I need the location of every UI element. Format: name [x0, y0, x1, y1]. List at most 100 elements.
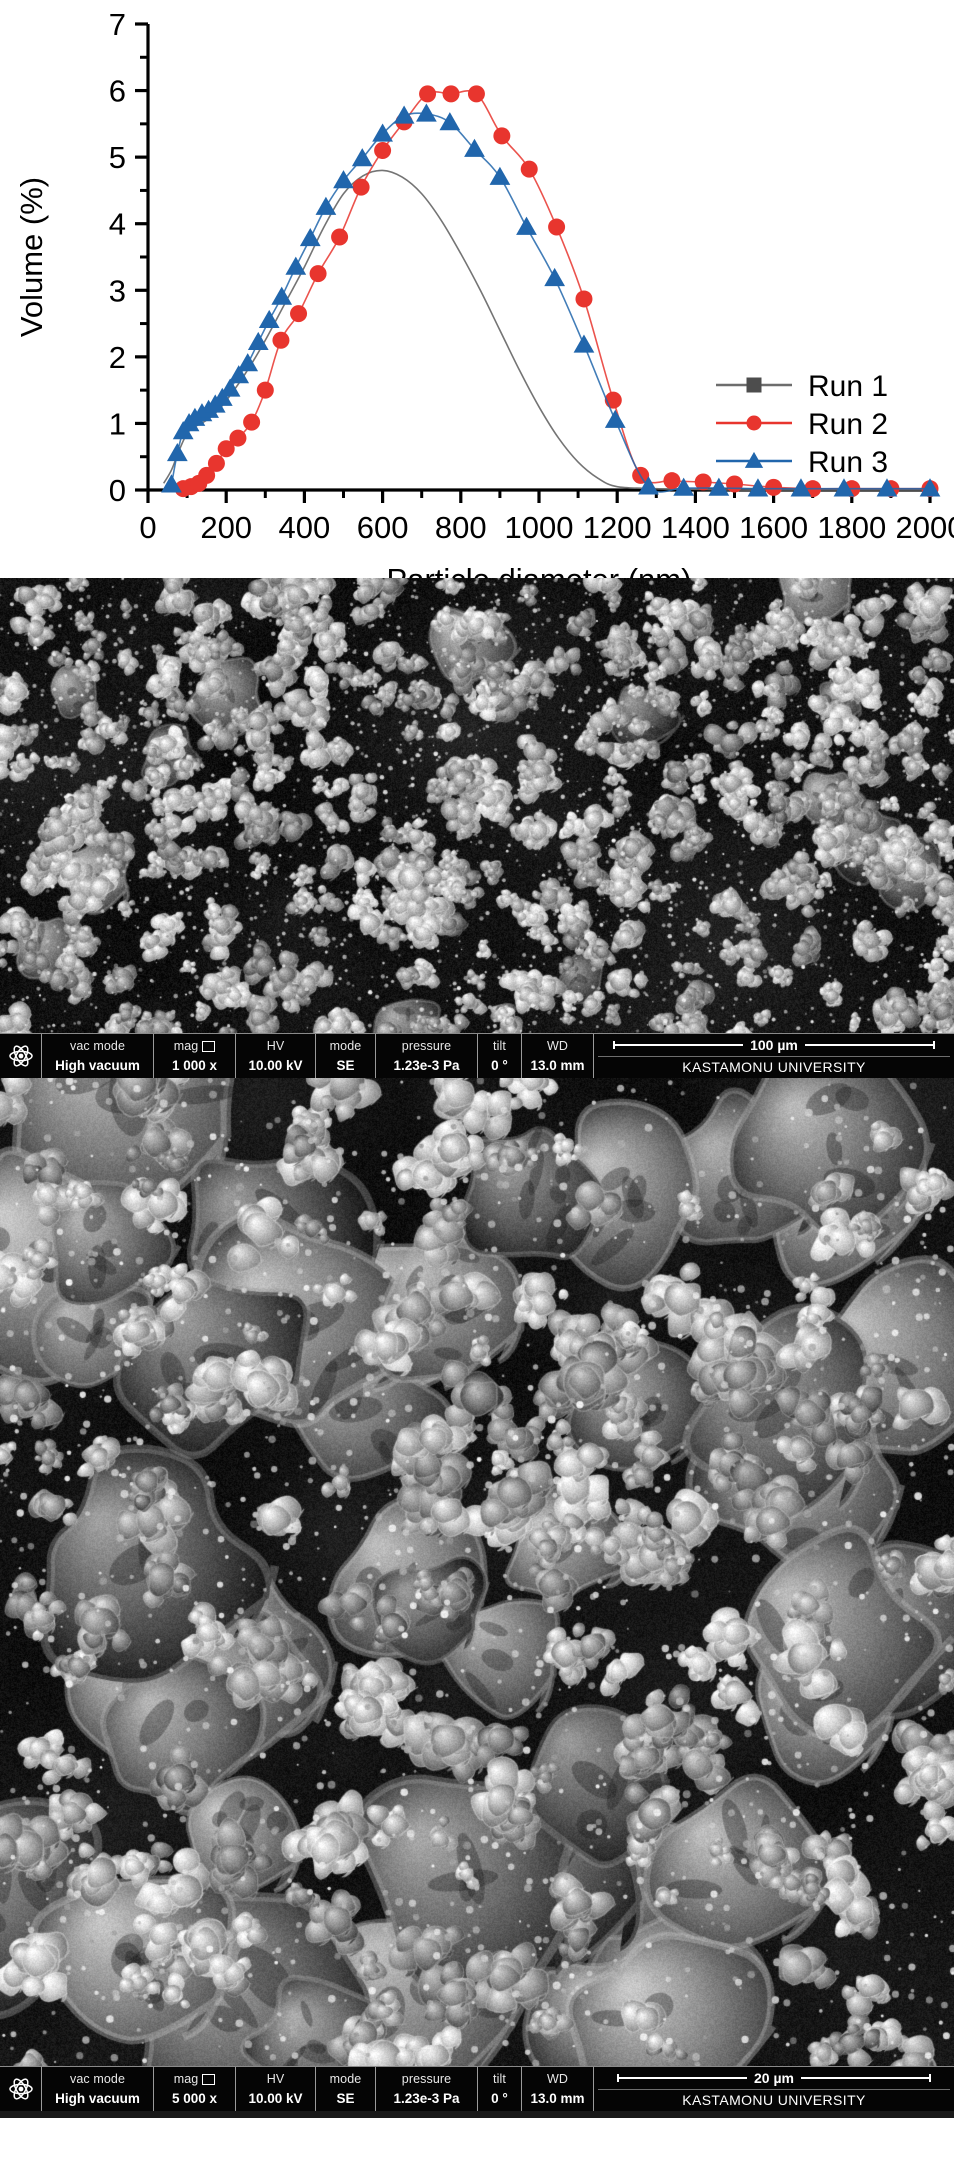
data-point-marker: [765, 478, 783, 496]
mode-header: mode: [329, 1038, 362, 1053]
vac-mode-value: High vacuum: [55, 2090, 140, 2106]
data-point-marker: [161, 474, 182, 493]
data-point-marker: [315, 196, 337, 215]
info-cell-vac-mode: vac mode High vacuum: [42, 1034, 154, 1078]
atom-icon: [0, 2067, 42, 2111]
data-point-marker: [726, 475, 743, 493]
hv-value: 10.00 kV: [248, 2090, 303, 2106]
data-point-marker: [663, 472, 681, 490]
mode-header: mode: [329, 2071, 362, 2086]
sem-micrograph-1000x: [0, 578, 954, 1033]
data-point-marker: [229, 429, 247, 447]
x-tick-label: 200: [200, 510, 252, 545]
info-cell-pressure: pressure 1.23e-3 Pa: [376, 1034, 478, 1078]
data-point-marker: [746, 377, 762, 393]
scalebar-line-left: [617, 2074, 747, 2082]
sem-info-bar-5000x: vac mode High vacuum mag 5 000 x HV 10.0…: [0, 2066, 954, 2111]
mag-box-icon: [202, 1040, 216, 1052]
data-point-marker: [673, 477, 695, 496]
data-point-marker: [333, 170, 354, 189]
pressure-value: 1.23e-3 Pa: [393, 1057, 460, 1073]
x-tick-label: 1400: [661, 510, 730, 545]
mode-value: SE: [336, 1057, 355, 1073]
pressure-header: pressure: [401, 2071, 452, 2086]
data-point-marker: [272, 331, 290, 349]
sem-micrograph-5000x: [0, 1078, 954, 2066]
pressure-header: pressure: [401, 1038, 452, 1053]
info-cell-vac-mode: vac mode High vacuum: [42, 2067, 154, 2111]
y-tick-label: 5: [109, 140, 126, 175]
data-point-marker: [573, 334, 595, 353]
x-tick-label: 2000: [896, 510, 954, 545]
data-point-marker: [790, 478, 812, 497]
x-tick-label: 1600: [739, 510, 808, 545]
data-point-marker: [219, 378, 241, 397]
y-tick-label: 6: [109, 74, 126, 109]
hv-header: HV: [266, 2071, 285, 2086]
data-point-marker: [290, 305, 308, 323]
data-point-marker: [256, 381, 274, 399]
data-point-marker: [198, 466, 216, 484]
info-cell-wd: WD 13.0 mm: [522, 1034, 594, 1078]
scalebar-label: 20 µm: [754, 2070, 794, 2086]
wd-header: WD: [546, 2071, 569, 2086]
data-point-marker: [419, 85, 437, 103]
series-line: [162, 169, 930, 491]
scalebar-line-right: [804, 1041, 935, 1049]
vac-mode-header: vac mode: [70, 2071, 125, 2086]
tilt-value: 0 °: [491, 2090, 508, 2106]
sem-image-1000x: vac mode High vacuum mag 1 000 x HV 10.0…: [0, 578, 954, 1078]
legend-item-run-3: Run 3: [716, 446, 888, 479]
data-point-marker: [604, 409, 626, 428]
x-tick-label: 1800: [817, 510, 886, 545]
y-tick-label: 2: [109, 340, 126, 375]
series-run-1: [162, 169, 930, 491]
data-point-marker: [520, 160, 538, 178]
data-point-marker: [467, 85, 485, 103]
scalebar-row: 20 µm: [598, 2068, 950, 2089]
legend-item-run-1: Run 1: [716, 370, 888, 403]
data-point-marker: [217, 440, 235, 458]
info-cell-mode: mode SE: [316, 2067, 376, 2111]
atom-icon-svg: [8, 1045, 33, 1067]
scalebar-line-left: [613, 1041, 744, 1049]
info-cell-hv: HV 10.00 kV: [236, 1034, 316, 1078]
pressure-value: 1.23e-3 Pa: [393, 2090, 460, 2106]
info-cell-wd: WD 13.0 mm: [522, 2067, 594, 2111]
wd-value: 13.0 mm: [530, 2090, 585, 2106]
legend-label: Run 3: [808, 446, 888, 479]
mag-header-row: mag: [174, 1037, 216, 1056]
y-tick-label: 3: [109, 273, 126, 308]
x-tick-label: 1000: [505, 510, 574, 545]
info-cell-tilt: tilt 0 °: [478, 1034, 522, 1078]
data-point-marker: [237, 353, 259, 372]
info-cell-pressure: pressure 1.23e-3 Pa: [376, 2067, 478, 2111]
mag-value: 1 000 x: [171, 1057, 218, 1073]
series-run-3: [161, 103, 941, 497]
institution-label: KASTAMONU UNIVERSITY: [682, 1059, 866, 1075]
data-point-marker: [374, 141, 392, 159]
data-point-marker: [575, 290, 593, 308]
data-point-marker: [439, 112, 461, 131]
data-point-marker: [393, 105, 415, 124]
wd-value: 13.0 mm: [530, 1057, 585, 1073]
data-point-marker: [258, 309, 280, 329]
data-point-marker: [694, 473, 712, 491]
scalebar-label: 100 µm: [750, 1037, 798, 1053]
data-point-marker: [416, 103, 437, 122]
legend-item-run-2: Run 2: [716, 408, 888, 441]
info-cell-mag: mag 5 000 x: [154, 2067, 236, 2111]
scalebar-row: 100 µm: [598, 1035, 950, 1056]
data-point-marker: [747, 478, 769, 497]
sem-info-bar-1000x: vac mode High vacuum mag 1 000 x HV 10.0…: [0, 1033, 954, 1078]
institution-label: KASTAMONU UNIVERSITY: [682, 2092, 866, 2108]
data-point-marker: [708, 477, 730, 496]
data-point-marker: [746, 415, 762, 431]
data-point-marker: [544, 267, 566, 287]
data-point-marker: [243, 413, 261, 431]
tilt-header: tilt: [493, 2071, 506, 2086]
data-point-marker: [166, 443, 188, 462]
info-cell-scalebar: 100 µm KASTAMONU UNIVERSITY: [594, 1034, 954, 1078]
data-point-marker: [489, 166, 511, 185]
info-cell-tilt: tilt 0 °: [478, 2067, 522, 2111]
